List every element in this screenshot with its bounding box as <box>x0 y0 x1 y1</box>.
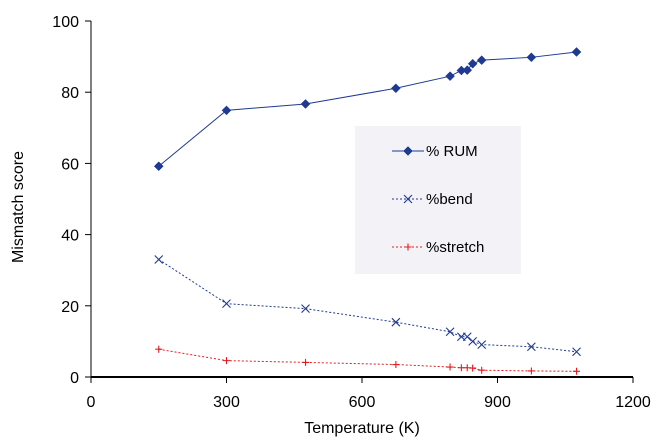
data-point <box>221 105 232 116</box>
series-line <box>158 348 577 372</box>
data-point <box>526 342 536 352</box>
data-point <box>462 65 473 75</box>
series-layer <box>153 47 582 375</box>
series-2 <box>154 255 581 357</box>
series-line <box>158 259 577 353</box>
x-tick-label: 300 <box>213 394 240 411</box>
data-point <box>476 55 487 66</box>
data-point <box>573 367 581 375</box>
data-point <box>445 71 455 82</box>
data-point <box>155 345 163 353</box>
series-3 <box>155 345 581 375</box>
data-point <box>462 332 472 342</box>
legend-box <box>355 126 521 274</box>
data-point <box>391 83 401 94</box>
data-point <box>477 340 487 349</box>
data-point <box>571 47 582 57</box>
legend: % RUM %bend %stretch <box>392 143 484 256</box>
data-point <box>526 52 537 63</box>
x-tick-label: 1200 <box>615 394 651 411</box>
legend-label: % RUM <box>426 143 478 160</box>
y-tick-label: 40 <box>61 228 79 245</box>
legend-marker <box>403 146 413 156</box>
data-point <box>302 358 310 366</box>
data-point <box>300 99 311 109</box>
data-point <box>457 364 465 372</box>
x-tick-label: 0 <box>87 394 96 411</box>
legend-marker <box>403 194 413 204</box>
y-tick-label: 60 <box>61 156 79 173</box>
data-point <box>222 299 231 309</box>
legend-label: %bend <box>426 191 473 208</box>
y-tick-label: 80 <box>61 85 79 102</box>
x-axis-title: Temperature (K) <box>304 420 420 437</box>
x-tick-label: 600 <box>349 394 376 411</box>
data-point <box>392 361 400 369</box>
data-point <box>527 367 535 375</box>
data-point <box>445 327 455 337</box>
y-tick-label: 100 <box>52 14 79 31</box>
y-axis-title: Mismatch score <box>10 151 27 263</box>
legend-label: %stretch <box>426 239 484 256</box>
data-point <box>391 317 401 327</box>
data-point <box>468 337 478 346</box>
data-point <box>153 161 164 172</box>
x-tick-label: 900 <box>484 394 511 411</box>
data-point <box>469 364 477 372</box>
series-1 <box>153 47 582 172</box>
data-point <box>467 58 478 69</box>
data-point <box>154 255 164 264</box>
y-tick-label: 0 <box>70 370 79 387</box>
data-point <box>223 357 230 365</box>
data-point <box>446 363 454 371</box>
data-point <box>572 347 581 357</box>
legend-marker <box>404 243 412 251</box>
y-tick-label: 20 <box>61 299 79 316</box>
data-point <box>478 366 486 374</box>
data-point <box>301 304 310 314</box>
ticks: 0 300 600 900 1200 0 20 40 60 80 100 <box>52 14 651 411</box>
